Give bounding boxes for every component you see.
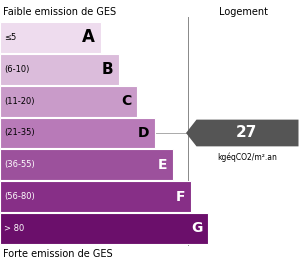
Bar bbox=[0, 86, 136, 116]
Text: (56-80): (56-80) bbox=[4, 192, 35, 201]
Text: C: C bbox=[121, 94, 131, 108]
Text: Faible emission de GES: Faible emission de GES bbox=[3, 7, 116, 17]
Text: Logement: Logement bbox=[219, 7, 268, 17]
Text: F: F bbox=[176, 190, 185, 204]
Bar bbox=[0, 181, 190, 212]
Bar bbox=[0, 22, 100, 53]
Text: B: B bbox=[101, 62, 113, 77]
Text: E: E bbox=[158, 158, 167, 172]
Text: (21-35): (21-35) bbox=[4, 128, 35, 138]
Text: D: D bbox=[138, 126, 149, 140]
Polygon shape bbox=[186, 120, 298, 146]
Text: (36-55): (36-55) bbox=[4, 160, 35, 169]
Bar bbox=[0, 150, 172, 180]
Text: kgéqCO2/m².an: kgéqCO2/m².an bbox=[217, 153, 277, 162]
Text: > 80: > 80 bbox=[4, 224, 25, 233]
Text: 27: 27 bbox=[236, 126, 257, 140]
Text: Forte emission de GES: Forte emission de GES bbox=[3, 249, 112, 259]
Bar bbox=[0, 118, 154, 148]
Text: ≤5: ≤5 bbox=[4, 33, 17, 42]
Bar bbox=[0, 54, 118, 85]
Text: G: G bbox=[192, 222, 203, 236]
Bar bbox=[0, 213, 208, 244]
Text: (6-10): (6-10) bbox=[4, 65, 30, 74]
Text: A: A bbox=[82, 29, 95, 47]
Text: (11-20): (11-20) bbox=[4, 97, 35, 106]
